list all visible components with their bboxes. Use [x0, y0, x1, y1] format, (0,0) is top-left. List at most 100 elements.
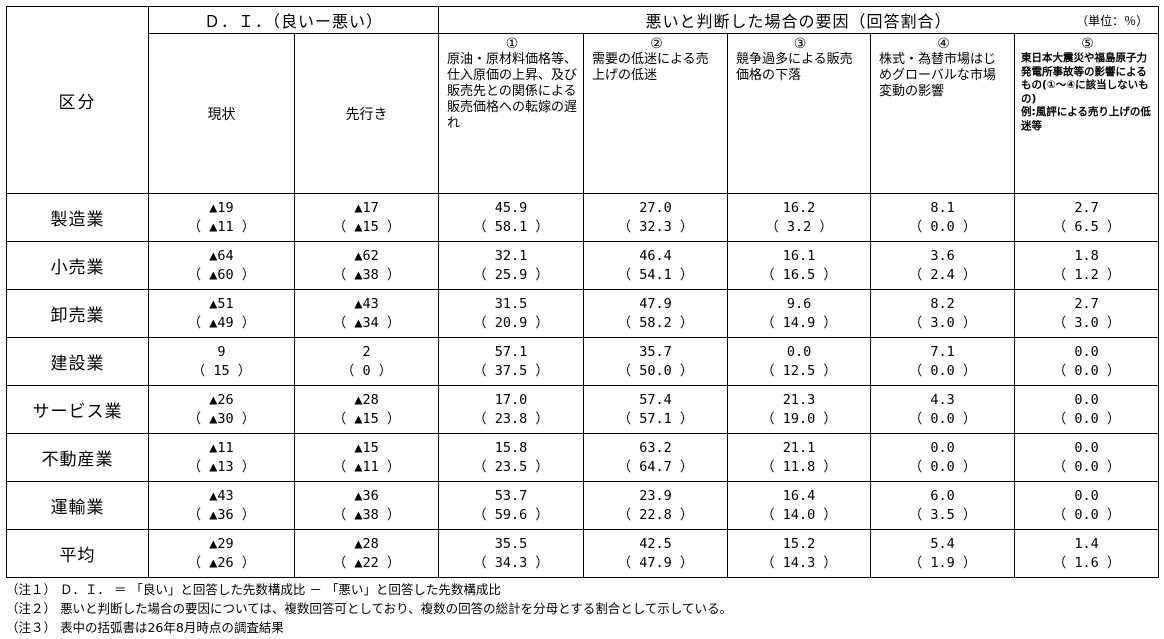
industry-label: 製造業 [6, 193, 149, 242]
table-row: 建設業 9 （ 15 ） 2 （ 0 ） 57.1 （ 37.5 ） 35.7 （ 50.0 ）… [6, 337, 1160, 386]
cell-previous-value: （ 3.0 ） [908, 314, 977, 331]
factor-3-header: ③ 競争過多による販売価格の下落 [727, 33, 872, 194]
table-cell: 57.4 （ 57.1 ） [583, 385, 729, 434]
industry-label: 不動産業 [6, 433, 149, 482]
kubun-header: 区分 [6, 6, 149, 194]
cell-previous-value: （ 0 ） [340, 362, 393, 379]
table-cell: 35.7 （ 50.0 ） [583, 337, 729, 386]
cell-previous-value: （ 0.0 ） [908, 410, 977, 427]
cell-value: ▲26 [209, 391, 234, 408]
table-cell: 45.9 （ 58.1 ） [438, 193, 585, 242]
cell-previous-value: （ ▲34 ） [332, 314, 401, 331]
cell-previous-value: （ 3.5 ） [908, 506, 977, 523]
table-cell: 17.0 （ 23.8 ） [438, 385, 585, 434]
cell-previous-value: （ 2.4 ） [908, 266, 977, 283]
cell-value: 57.4 [639, 391, 672, 408]
factor-3-label: 競争過多による販売価格の下落 [736, 52, 853, 83]
industry-label: 卸売業 [6, 289, 149, 338]
cell-previous-value: （ ▲11 ） [332, 458, 401, 475]
cell-value: 31.5 [494, 295, 528, 312]
factor-1-number: ① [505, 36, 519, 52]
note-1: （注１） Ｄ．Ｉ． ＝ 「良い」と回答した先数構成比 － 「悪い」と回答した先数… [6, 582, 501, 597]
table-row: サービス業 ▲26 （ ▲30 ） ▲28 （ ▲15 ） 17.0 （ 23.8 ） 57.… [6, 385, 1160, 434]
cell-previous-value: （ 34.3 ） [473, 554, 549, 571]
table-cell: ▲17 （ ▲15 ） [293, 193, 440, 242]
cell-value: 53.7 [494, 487, 528, 504]
table-cell: ▲62 （ ▲38 ） [293, 241, 440, 290]
cell-value: ▲29 [209, 535, 234, 552]
cell-previous-value: （ 64.7 ） [617, 458, 694, 475]
cell-value: 23.9 [639, 487, 672, 504]
cell-value: 16.4 [782, 487, 816, 504]
factor-3-number: ③ [793, 36, 807, 52]
cell-value: 46.4 [639, 247, 672, 264]
cell-value: 16.2 [782, 199, 816, 216]
table-cell: 16.4 （ 14.0 ） [727, 481, 872, 530]
table-cell: 27.0 （ 32.3 ） [583, 193, 729, 242]
cell-value: 15.2 [782, 535, 816, 552]
factor-1-header: ① 原油・原材料価格等、仕入原価の上昇、及び販売先との関係による販売価格への転嫁… [438, 33, 585, 194]
table-cell: 3.6 （ 2.4 ） [870, 241, 1016, 290]
cell-previous-value: （ ▲49 ） [187, 314, 256, 331]
cell-value: 3.6 [930, 247, 955, 264]
cell-value: 21.1 [782, 439, 816, 456]
cell-previous-value: （ 58.2 ） [617, 314, 694, 331]
table-cell: 47.9 （ 58.2 ） [583, 289, 729, 338]
table-cell: 2.7 （ 6.5 ） [1014, 193, 1160, 242]
factor-1-label: 原油・原材料価格等、仕入原価の上昇、及び販売先との関係による販売価格への転嫁の遅… [447, 52, 578, 131]
cell-value: 0.0 [1074, 391, 1099, 408]
cell-previous-value: （ 11.8 ） [761, 458, 837, 475]
cell-previous-value: （ 19.0 ） [761, 410, 837, 427]
cell-previous-value: （ 1.2 ） [1052, 266, 1121, 283]
factor-5-number: ⑤ [1081, 36, 1094, 52]
cell-value: 6.0 [930, 487, 955, 504]
table-cell: 21.1 （ 11.8 ） [727, 433, 872, 482]
cell-value: 2.7 [1074, 199, 1099, 216]
note-3: （注３） 表中の括弧書は26年8月時点の調査結果 [6, 620, 284, 635]
factor-4-header: ④ 株式・為替市場はじめグローバルな市場変動の影響 [870, 33, 1016, 194]
cell-value: 1.4 [1074, 535, 1099, 552]
table-cell: 7.1 （ 0.0 ） [870, 337, 1016, 386]
cell-value: 9 [217, 343, 226, 360]
table-cell: 5.4 （ 1.9 ） [870, 529, 1016, 578]
cell-previous-value: （ 0.0 ） [908, 458, 977, 475]
table-cell: 0.0 （ 12.5 ） [727, 337, 872, 386]
table-cell: 0.0 （ 0.0 ） [870, 433, 1016, 482]
cell-previous-value: （ 57.1 ） [617, 410, 694, 427]
unit-label: （単位：％） [1076, 14, 1149, 28]
table-cell: 1.8 （ 1.2 ） [1014, 241, 1160, 290]
cell-previous-value: （ ▲38 ） [332, 266, 401, 283]
cell-value: 9.6 [786, 295, 812, 312]
table-cell: ▲51 （ ▲49 ） [148, 289, 295, 338]
cell-previous-value: （ 22.8 ） [617, 506, 694, 523]
table-cell: 21.3 （ 19.0 ） [727, 385, 872, 434]
cell-value: ▲28 [354, 535, 379, 552]
cell-value: 15.8 [494, 439, 528, 456]
table-row: 製造業 ▲19 （ ▲11 ） ▲17 （ ▲15 ） 45.9 （ 58.1 ） 27.0 （… [6, 193, 1160, 242]
table-cell: 8.2 （ 3.0 ） [870, 289, 1016, 338]
cell-value: 21.3 [782, 391, 816, 408]
industry-label: 建設業 [6, 337, 149, 386]
cell-value: ▲36 [354, 487, 379, 504]
table-cell: 0.0 （ 0.0 ） [1014, 337, 1160, 386]
cell-previous-value: （ ▲36 ） [187, 506, 256, 523]
cell-value: ▲51 [209, 295, 234, 312]
table-cell: 23.9 （ 22.8 ） [583, 481, 729, 530]
cell-value: 2 [362, 343, 371, 360]
cell-value: 1.8 [1074, 247, 1099, 264]
factor-4-number: ④ [937, 36, 950, 52]
table-cell: ▲28 （ ▲15 ） [293, 385, 440, 434]
table-cell: 8.1 （ 0.0 ） [870, 193, 1016, 242]
cell-value: 45.9 [494, 199, 528, 216]
table-cell: 4.3 （ 0.0 ） [870, 385, 1016, 434]
di-current-header: 現状 [148, 33, 295, 194]
industry-label: 小売業 [6, 241, 149, 290]
cell-previous-value: （ ▲15 ） [332, 218, 401, 235]
cell-value: 27.0 [639, 199, 672, 216]
cell-previous-value: （ 47.9 ） [617, 554, 694, 571]
cell-previous-value: （ ▲26 ） [187, 554, 256, 571]
notes: （注１） Ｄ．Ｉ． ＝ 「良い」と回答した先数構成比 － 「悪い」と回答した先数… [6, 580, 732, 637]
cell-previous-value: （ 3.0 ） [1052, 314, 1121, 331]
table-cell: 2 （ 0 ） [293, 337, 440, 386]
cell-value: 35.7 [639, 343, 672, 360]
